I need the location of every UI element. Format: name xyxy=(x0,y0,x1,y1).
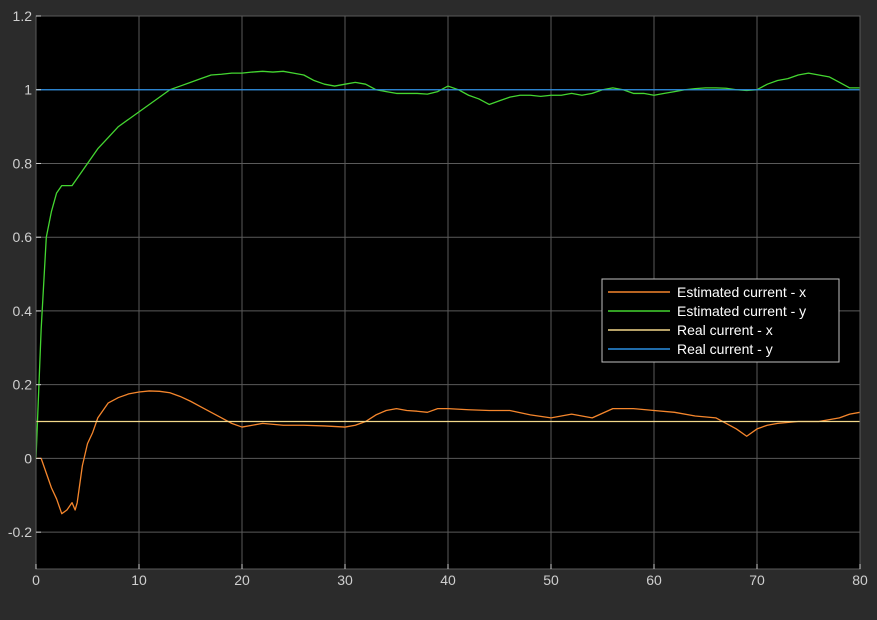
legend: Estimated current - x Estimated current -… xyxy=(601,278,840,363)
series-line-1 xyxy=(36,390,861,515)
legend-label: Real current - y xyxy=(677,341,773,357)
series-line-2 xyxy=(35,70,860,459)
y-tick-label: 1.2 xyxy=(13,8,33,24)
legend-box xyxy=(601,278,840,363)
x-tick-label: 20 xyxy=(234,572,250,588)
series-lines xyxy=(35,70,861,515)
x-tick-label: 50 xyxy=(543,572,559,588)
x-tick-label: 80 xyxy=(852,572,868,588)
y-tick-label: 0 xyxy=(24,450,32,466)
legend-label: Real current - x xyxy=(677,322,773,338)
y-tick-label: 0.6 xyxy=(13,229,33,245)
y-tick-label: 0.4 xyxy=(13,303,33,319)
legend-label: Estimated current - x xyxy=(677,284,806,300)
tick-labels: 0 10 20 30 40 50 60 70 80 -0.2 0 0.2 0.4 0.6 0.8 1 1.2 xyxy=(8,8,868,588)
y-tick-label: 1 xyxy=(24,82,32,98)
y-tick-label: 0.8 xyxy=(13,155,33,171)
x-tick-label: 70 xyxy=(749,572,765,588)
y-tick-label: 0.2 xyxy=(13,377,33,393)
legend-label: Estimated current - y xyxy=(677,303,806,319)
x-tick-label: 60 xyxy=(646,572,662,588)
x-tick-label: 30 xyxy=(337,572,353,588)
x-tick-label: 10 xyxy=(131,572,147,588)
x-tick-label: 40 xyxy=(440,572,456,588)
y-tick-label: -0.2 xyxy=(8,524,32,540)
x-tick-label: 0 xyxy=(32,572,40,588)
